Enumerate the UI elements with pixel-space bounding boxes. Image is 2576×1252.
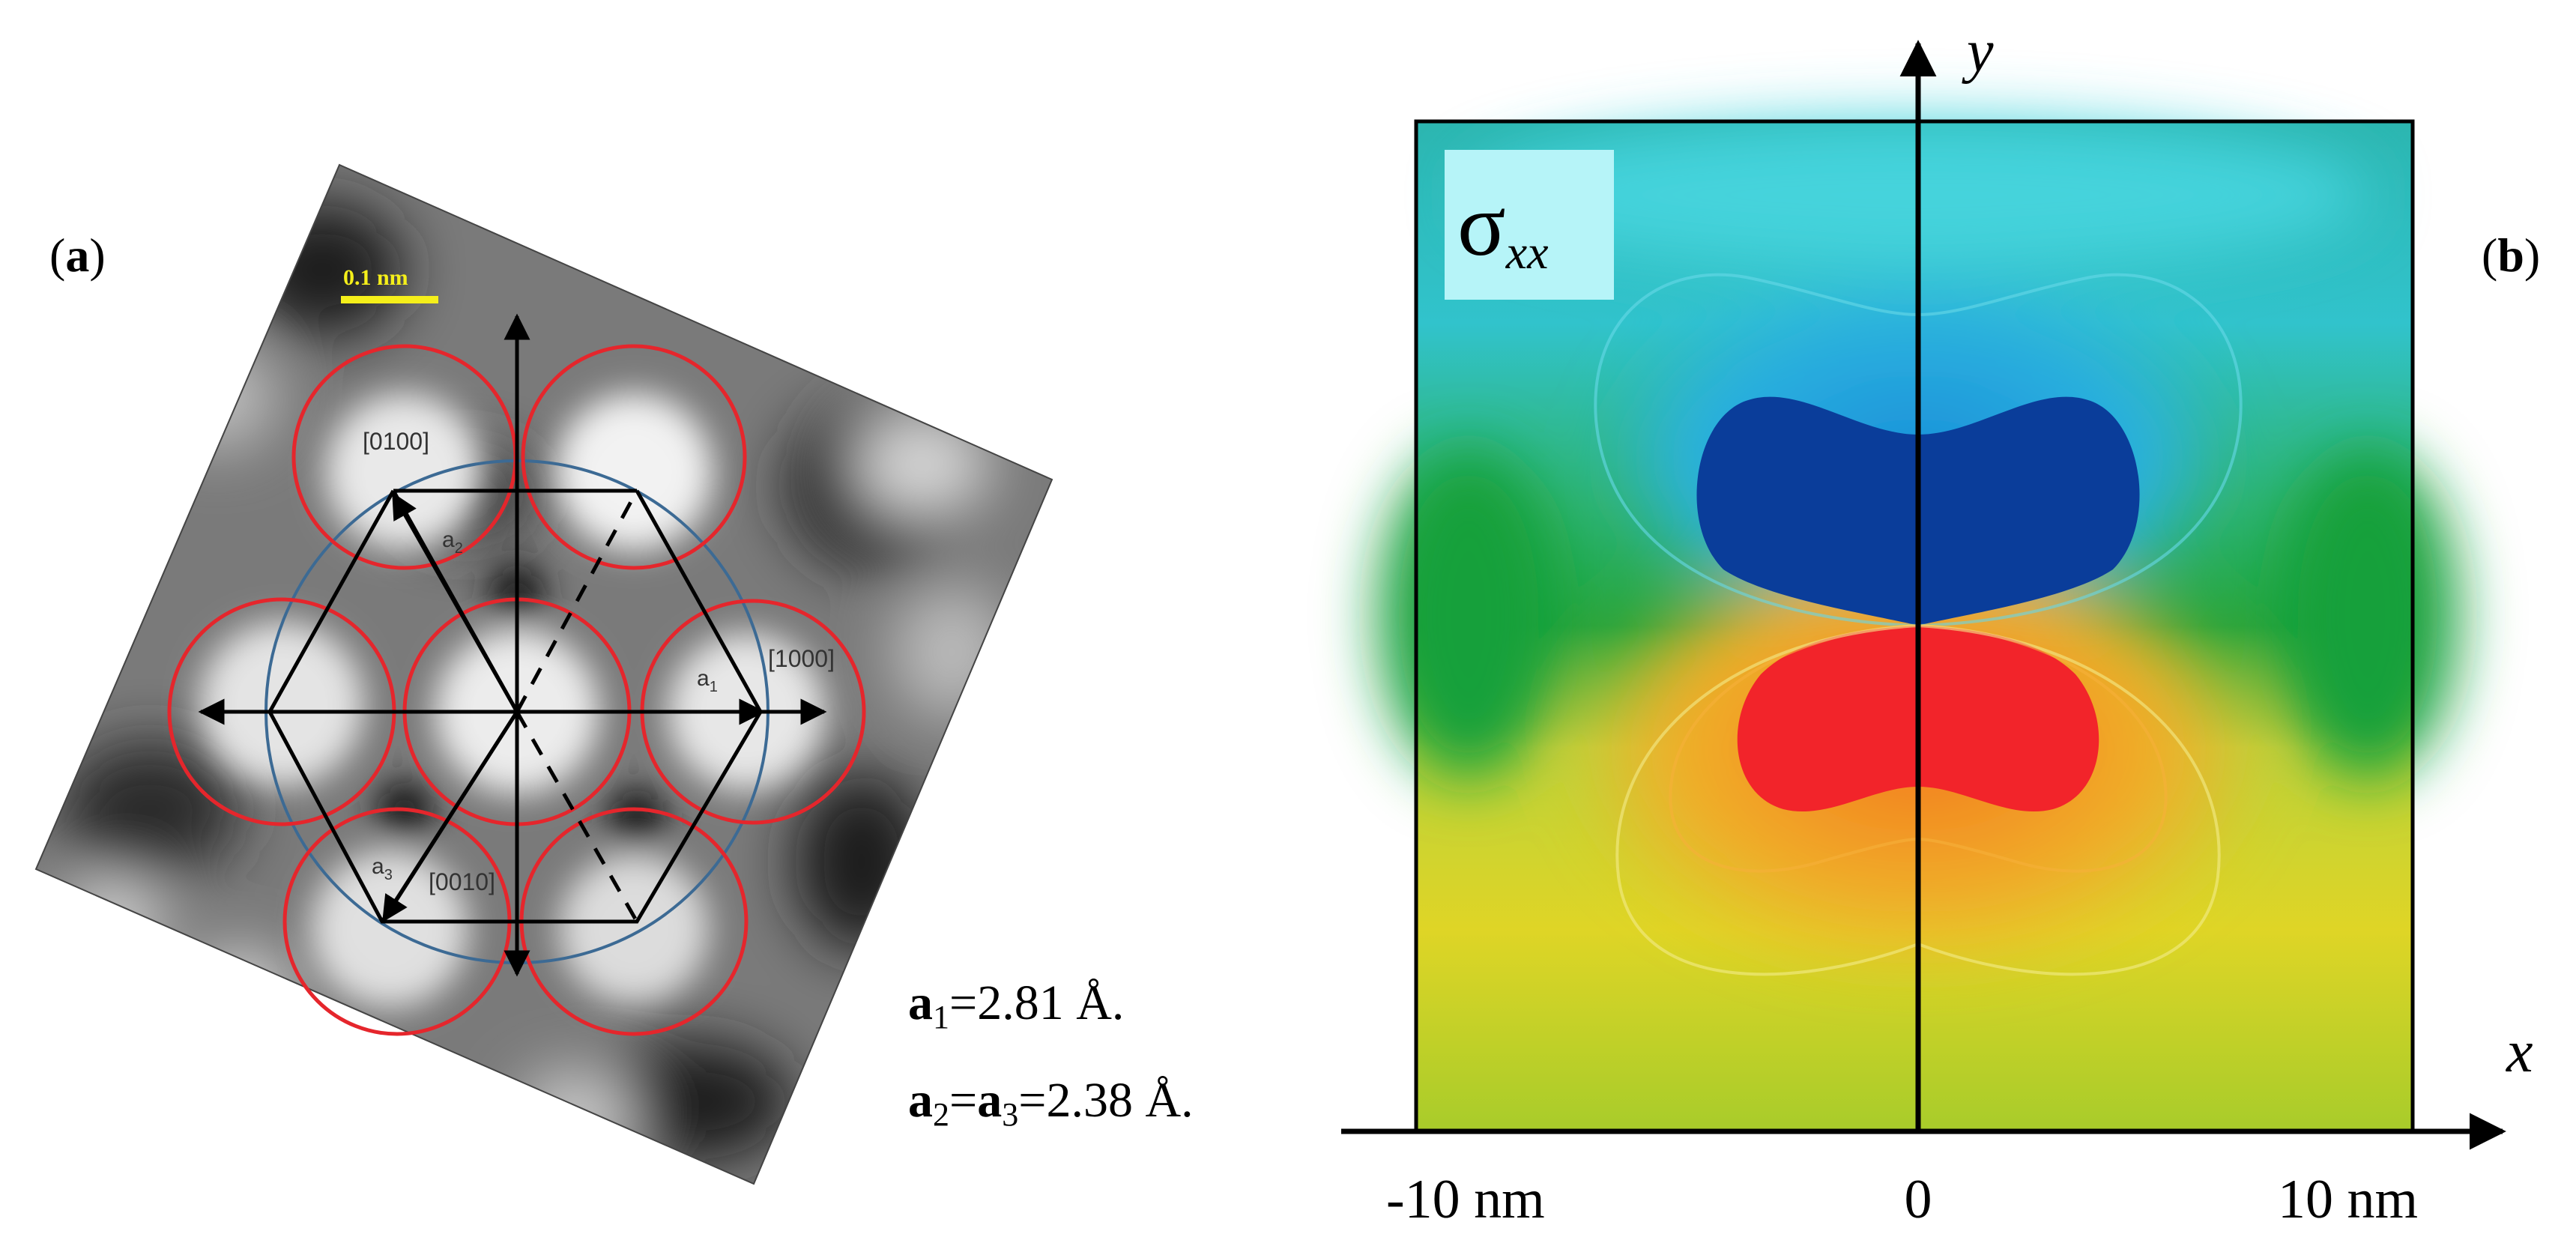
panel-b: σxx y x -10 nm 0 10 nm (b) [1341, 19, 2540, 1230]
x-tick-label: 0 [1905, 1169, 1932, 1230]
scale-bar-label: 0.1 nm [343, 265, 408, 290]
a3-vector [381, 710, 519, 922]
atom-circle [521, 344, 747, 570]
micrograph-frame [34, 163, 1053, 1185]
x-tick-label: 10 nm [2278, 1169, 2418, 1230]
direction-0100: [0100] [363, 428, 429, 455]
panel-a-label: (a) [49, 229, 106, 282]
direction-0010: [0010] [429, 868, 495, 895]
a2-vector [391, 492, 519, 713]
axis-arrows [198, 313, 827, 977]
a1-label: a1 [697, 666, 718, 695]
panel-b-label: (b) [2482, 229, 2540, 282]
direction-1000: [1000] [768, 645, 835, 672]
a2-label: a2 [442, 527, 463, 557]
micrograph [36, 165, 1052, 1184]
x-axis-label: x [2506, 1019, 2533, 1085]
quantity-label-box [1445, 150, 1614, 300]
y-axis-label: y [1962, 19, 1994, 85]
panel-a: (a) [34, 163, 1194, 1185]
a1-equation: a1=2.81 Å. [908, 976, 1124, 1035]
x-tick-label: -10 nm [1386, 1169, 1545, 1230]
scale-bar [341, 296, 438, 303]
quantity-label: σxx [1457, 175, 1549, 279]
a2-a3-equation: a2=a3=2.38 Å. [908, 1073, 1194, 1133]
a3-label: a3 [372, 854, 393, 883]
hexagon-edges [267, 489, 763, 924]
